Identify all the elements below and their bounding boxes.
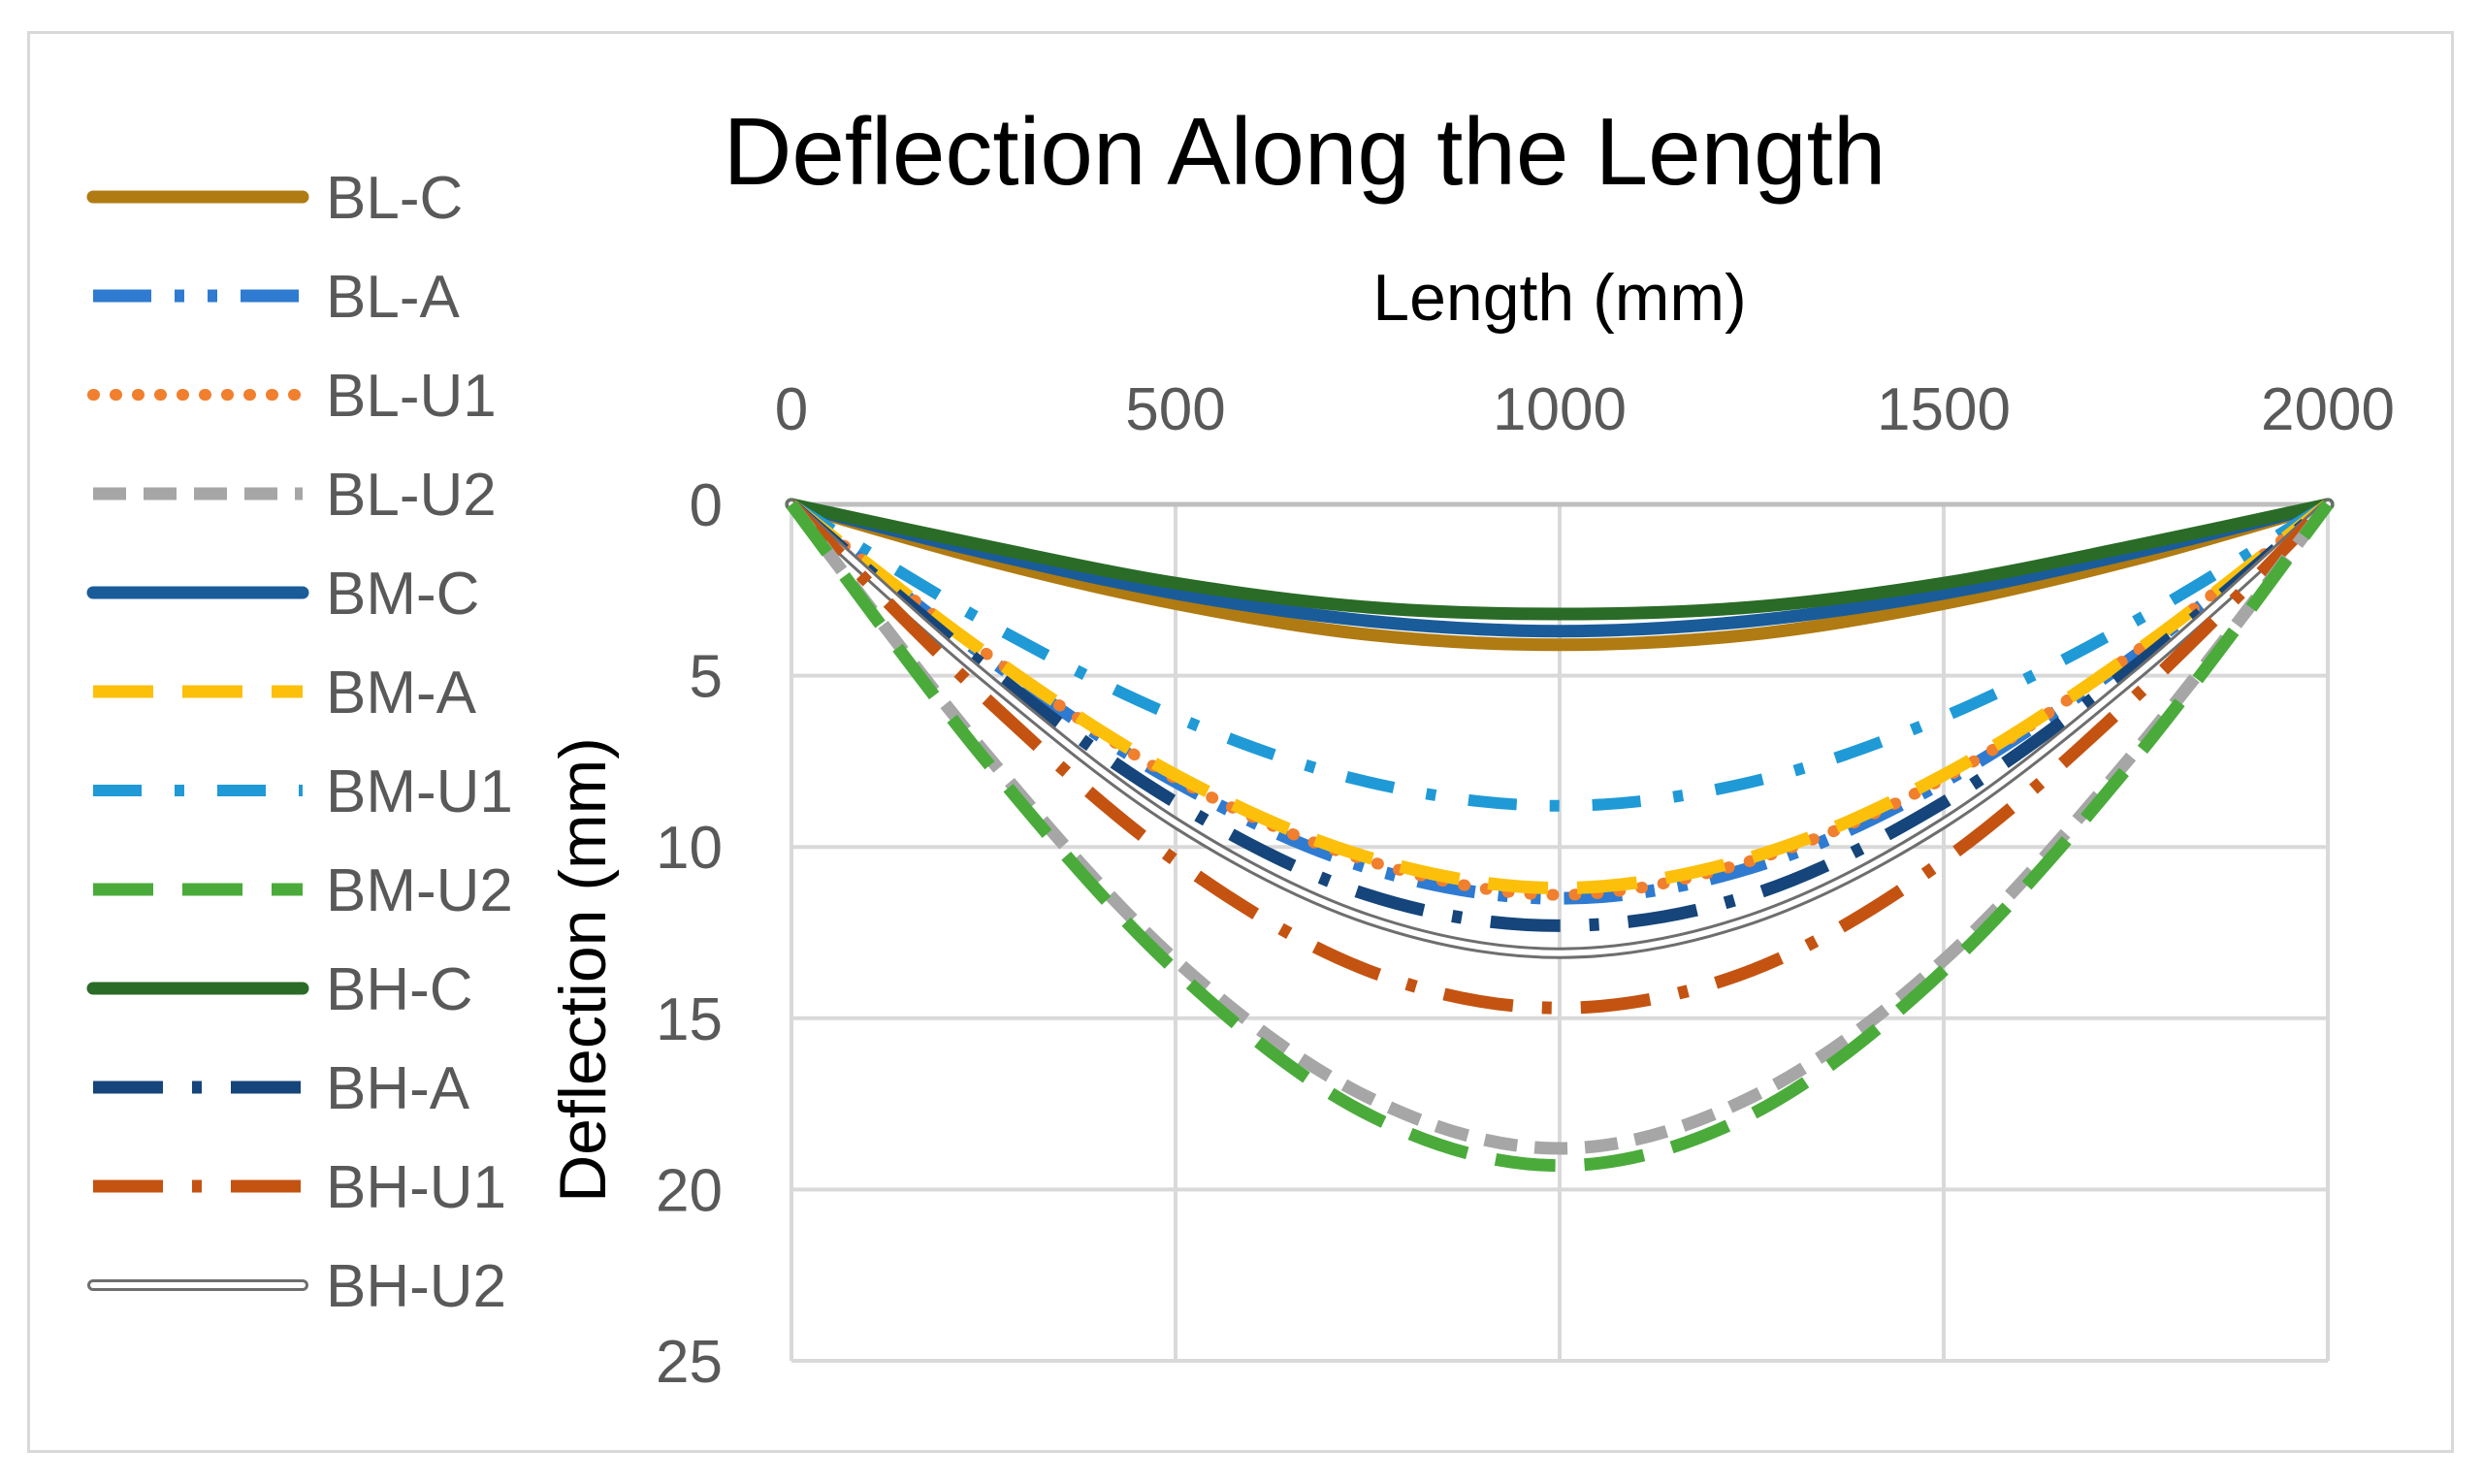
legend-label-bh-u2: BH-U2 xyxy=(326,1253,506,1320)
y-tick-label-0: 0 xyxy=(690,472,723,539)
x-tick-label-4: 2000 xyxy=(2261,376,2395,443)
chart-title: Deflection Along the Length xyxy=(724,98,1886,205)
legend-label-bm-u1: BM-U1 xyxy=(326,758,513,825)
y-tick-label-5: 25 xyxy=(656,1329,723,1396)
legend-label-bm-c: BM-C xyxy=(326,561,479,628)
legend-label-bl-c: BL-C xyxy=(326,165,463,232)
x-tick-label-0: 0 xyxy=(775,376,808,443)
legend-item-bh-c: BH-C xyxy=(86,956,473,1023)
legend-item-bh-a: BH-A xyxy=(93,1055,470,1122)
y-tick-label-2: 10 xyxy=(656,815,723,882)
legend-item-bl-c: BL-C xyxy=(86,165,463,232)
series-line-bm-c xyxy=(785,498,2335,638)
legend-item-bl-u1: BL-U1 xyxy=(87,363,497,430)
series-line-bh-c xyxy=(785,498,2335,621)
y-tick-labels: 0 5 10 15 20 25 xyxy=(656,472,723,1396)
legend-item-bm-u2: BM-U2 xyxy=(93,857,513,924)
y-tick-label-3: 15 xyxy=(656,986,723,1053)
series-line-bl-c xyxy=(785,498,2335,652)
legend-item-bm-c: BM-C xyxy=(86,561,479,628)
series-line-bh-a xyxy=(787,500,2333,932)
legend-label-bm-u2: BM-U2 xyxy=(326,857,513,924)
legend-label-bl-u2: BL-U2 xyxy=(326,462,497,529)
series-line-bh-u2-inner xyxy=(789,501,2331,956)
legend-label-bh-a: BH-A xyxy=(326,1055,470,1122)
gridlines xyxy=(790,501,2330,1363)
y-axis-title: Deflection (mm) xyxy=(546,737,620,1203)
x-axis-title: Length (mm) xyxy=(1372,261,1746,335)
series-line-bh-u1 xyxy=(787,500,2333,1015)
x-tick-label-3: 1500 xyxy=(1877,376,2011,443)
x-tick-labels: 0 500 1000 1500 2000 xyxy=(775,376,2395,443)
legend-item-bh-u1: BH-U1 xyxy=(93,1154,506,1221)
legend-label-bm-a: BM-A xyxy=(326,660,477,726)
legend-item-bh-u2: BH-U2 xyxy=(87,1253,506,1320)
legend-item-bl-a: BL-A xyxy=(93,264,460,331)
series-line-bm-u2 xyxy=(786,500,2334,1173)
series-line-bm-u1 xyxy=(788,499,2332,812)
legend-item-bm-a: BM-A xyxy=(93,660,477,726)
legend-label-bh-c: BH-C xyxy=(326,956,473,1023)
legend-label-bl-u1: BL-U1 xyxy=(326,363,497,430)
series-line-bm-a xyxy=(788,499,2332,895)
series-lines xyxy=(785,498,2335,1173)
y-tick-label-1: 5 xyxy=(690,644,723,711)
legend-item-bl-u2: BL-U2 xyxy=(93,462,497,529)
x-tick-label-1: 500 xyxy=(1125,376,1225,443)
y-tick-label-4: 20 xyxy=(656,1157,723,1224)
legend-label-bh-u1: BH-U1 xyxy=(326,1154,506,1221)
x-tick-label-2: 1000 xyxy=(1493,376,1627,443)
legend-item-bm-u1: BM-U1 xyxy=(93,758,513,825)
legend: BL-C BL-A BL-U1 BL-U2 BM-C BM-A BM-U1 BM-U2 BH-C… xyxy=(86,165,513,1320)
legend-label-bl-a: BL-A xyxy=(326,264,460,331)
